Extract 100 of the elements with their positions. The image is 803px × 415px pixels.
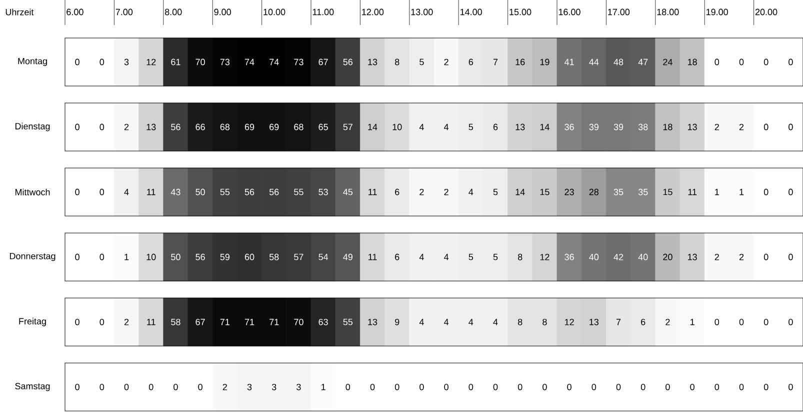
data-label: 13 [368, 318, 378, 326]
data-label: 67 [196, 318, 205, 326]
data-label: 56 [196, 254, 205, 260]
data-label: 0 [100, 384, 104, 390]
data-label: 5 [493, 254, 498, 260]
data-label: 4 [124, 188, 129, 196]
x-tick-label: 16.00 [558, 8, 580, 16]
data-label: 8 [518, 318, 522, 326]
data-label: 40 [638, 254, 648, 260]
data-label: 10 [146, 254, 156, 260]
data-label: 18 [688, 58, 697, 66]
data-label: 42 [614, 254, 624, 260]
data-label: 45 [343, 188, 353, 196]
data-label: 0 [493, 384, 498, 390]
data-label: 6 [468, 58, 474, 66]
data-label: 1 [321, 384, 326, 390]
data-label: 13 [590, 318, 599, 326]
data-label: 1 [124, 254, 129, 260]
data-label: 4 [419, 318, 424, 326]
data-label: 3 [124, 58, 129, 66]
data-label: 0 [764, 318, 768, 326]
data-label: 74 [244, 58, 254, 66]
data-label: 7 [493, 58, 498, 66]
data-label: 0 [592, 384, 596, 390]
data-label: 68 [294, 124, 304, 130]
data-label: 6 [493, 124, 498, 130]
data-label: 44 [589, 58, 599, 66]
data-label: 0 [714, 58, 720, 66]
data-label: 0 [788, 384, 793, 390]
data-label: 6 [641, 318, 646, 326]
x-tick-label: 17.00 [608, 8, 630, 16]
data-label: 50 [171, 254, 180, 260]
data-label: 0 [468, 384, 474, 390]
data-label: 0 [75, 58, 80, 66]
data-label: 56 [171, 124, 180, 130]
data-label: 4 [444, 318, 449, 326]
data-label: 11 [147, 318, 156, 326]
data-label: 61 [171, 58, 180, 66]
data-label: 12 [146, 58, 156, 66]
data-label: 0 [690, 384, 694, 390]
data-label: 3 [247, 384, 252, 390]
data-label: 9 [395, 318, 400, 326]
data-label: 0 [714, 318, 720, 326]
data-label: 36 [564, 254, 574, 260]
data-label: 4 [468, 318, 474, 326]
data-label: 13 [516, 124, 525, 130]
data-label: 2 [714, 254, 719, 260]
x-tick-label: 9.00 [214, 8, 231, 16]
data-label: 0 [75, 318, 80, 326]
data-label: 70 [294, 318, 304, 326]
data-label: 36 [564, 124, 574, 130]
data-label: 2 [666, 318, 670, 326]
data-label: 6 [395, 254, 400, 260]
data-label: 43 [170, 188, 180, 196]
data-label: 49 [343, 254, 352, 260]
data-label: 60 [244, 254, 254, 260]
data-label: 0 [148, 384, 154, 390]
data-label: 56 [269, 188, 279, 196]
data-label: 2 [444, 58, 448, 66]
data-label: 2 [124, 124, 129, 130]
data-label: 16 [516, 58, 525, 66]
data-label: 58 [171, 318, 180, 326]
data-label: 0 [567, 384, 572, 390]
data-label: 0 [764, 124, 768, 130]
data-label: 0 [198, 384, 202, 390]
data-label: 2 [420, 188, 424, 196]
data-label: 2 [124, 318, 129, 326]
x-tick-label: 10.00 [264, 8, 286, 16]
x-axis-title: Uhrzeit [6, 8, 34, 16]
data-label: 39 [614, 124, 624, 130]
data-label: 0 [542, 384, 547, 390]
data-label: 70 [196, 58, 205, 66]
x-tick-label: 15.00 [510, 8, 532, 16]
data-label: 0 [764, 58, 768, 66]
data-label: 5 [493, 188, 498, 196]
data-label: 58 [269, 254, 279, 260]
x-tick-label: 18.00 [657, 8, 679, 16]
data-label: 2 [444, 188, 448, 196]
x-tick-label: 13.00 [411, 8, 433, 16]
data-label: 0 [346, 384, 350, 390]
data-label: 8 [394, 58, 400, 66]
y-tick-label: Samstag [15, 382, 50, 392]
x-tick-label: 8.00 [164, 8, 182, 16]
data-label: 1 [715, 188, 719, 196]
data-label: 54 [318, 254, 328, 260]
data-label: 4 [444, 254, 449, 260]
data-label: 74 [270, 58, 279, 66]
x-tick-label: 19.00 [706, 8, 728, 16]
data-label: 4 [468, 188, 474, 196]
data-label: 0 [75, 384, 80, 390]
data-label: 0 [739, 384, 744, 390]
data-label: 71 [244, 318, 254, 326]
x-tick-label: 20.00 [755, 8, 778, 16]
data-label: 55 [294, 188, 304, 196]
data-label: 57 [294, 254, 304, 260]
data-label: 14 [516, 188, 525, 196]
data-label: 0 [764, 384, 768, 390]
data-label: 15 [663, 188, 672, 196]
data-label: 0 [75, 124, 80, 130]
x-tick-label: 12.00 [362, 8, 384, 16]
